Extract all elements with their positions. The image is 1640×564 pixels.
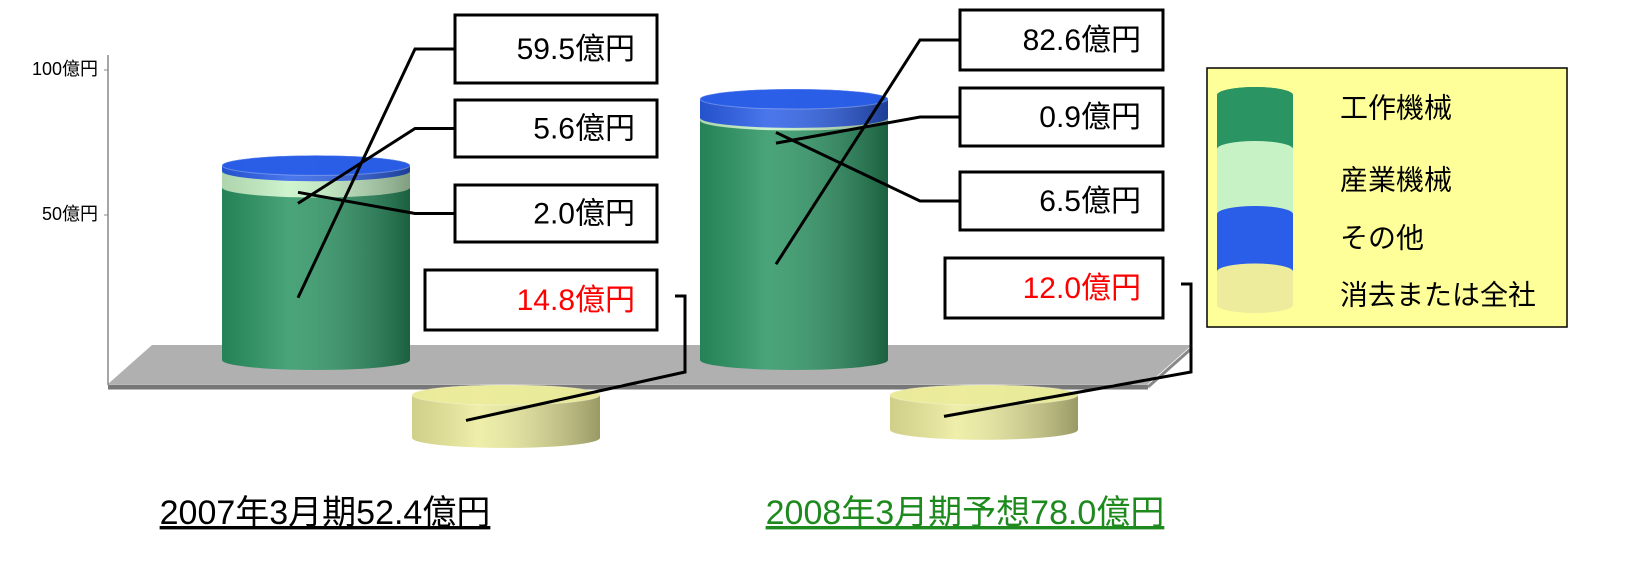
cylinder-top [221, 154, 411, 176]
leader-line [465, 294, 687, 422]
cylinder-top [411, 384, 601, 406]
value-label: 14.8億円 [517, 284, 635, 317]
leader-line [775, 115, 960, 145]
value-label-box [943, 256, 1165, 320]
legend-swatch [1217, 263, 1293, 313]
legend-label: 工作機械 [1340, 92, 1452, 123]
cylinder-shade [222, 177, 410, 370]
value-label: 12.0億円 [1023, 272, 1141, 305]
legend-label: 消去または全社 [1340, 279, 1536, 310]
x-tick-label: 2008年3月期予想78.0億円 [766, 494, 1165, 532]
value-label-box [453, 183, 659, 244]
leader-line [296, 47, 455, 299]
y-tick-label: 100億円 [32, 59, 98, 79]
legend-swatch [1217, 206, 1294, 280]
cylinder-shade [700, 110, 888, 370]
cylinder-top [889, 384, 1079, 406]
floor-edge [1147, 346, 1193, 389]
value-label: 5.6億円 [533, 112, 635, 145]
x-tick-label: 2007年3月期52.4億円 [160, 494, 491, 532]
leader-line [775, 131, 960, 203]
legend-label: その他 [1340, 222, 1424, 253]
value-label: 6.5億円 [1039, 185, 1141, 218]
legend-swatch [1217, 141, 1293, 222]
value-label: 82.6億円 [1023, 24, 1141, 57]
value-label: 2.0億円 [533, 197, 635, 230]
value-label: 59.5億円 [517, 33, 635, 66]
legend-label: 産業機械 [1340, 164, 1452, 195]
leader-line [943, 282, 1193, 418]
value-label-box [958, 170, 1165, 232]
cylinder-top [699, 88, 889, 110]
y-tick-label: 50億円 [42, 204, 98, 224]
leader-line [774, 38, 960, 266]
value-label-box [958, 86, 1165, 148]
legend-swatch-top [1217, 87, 1293, 103]
value-label-box [453, 98, 659, 159]
value-label-box [423, 268, 659, 332]
legend-swatch [1217, 87, 1293, 157]
leader-line [297, 127, 455, 205]
value-label: 0.9億円 [1039, 101, 1141, 134]
leader-line [297, 190, 455, 215]
